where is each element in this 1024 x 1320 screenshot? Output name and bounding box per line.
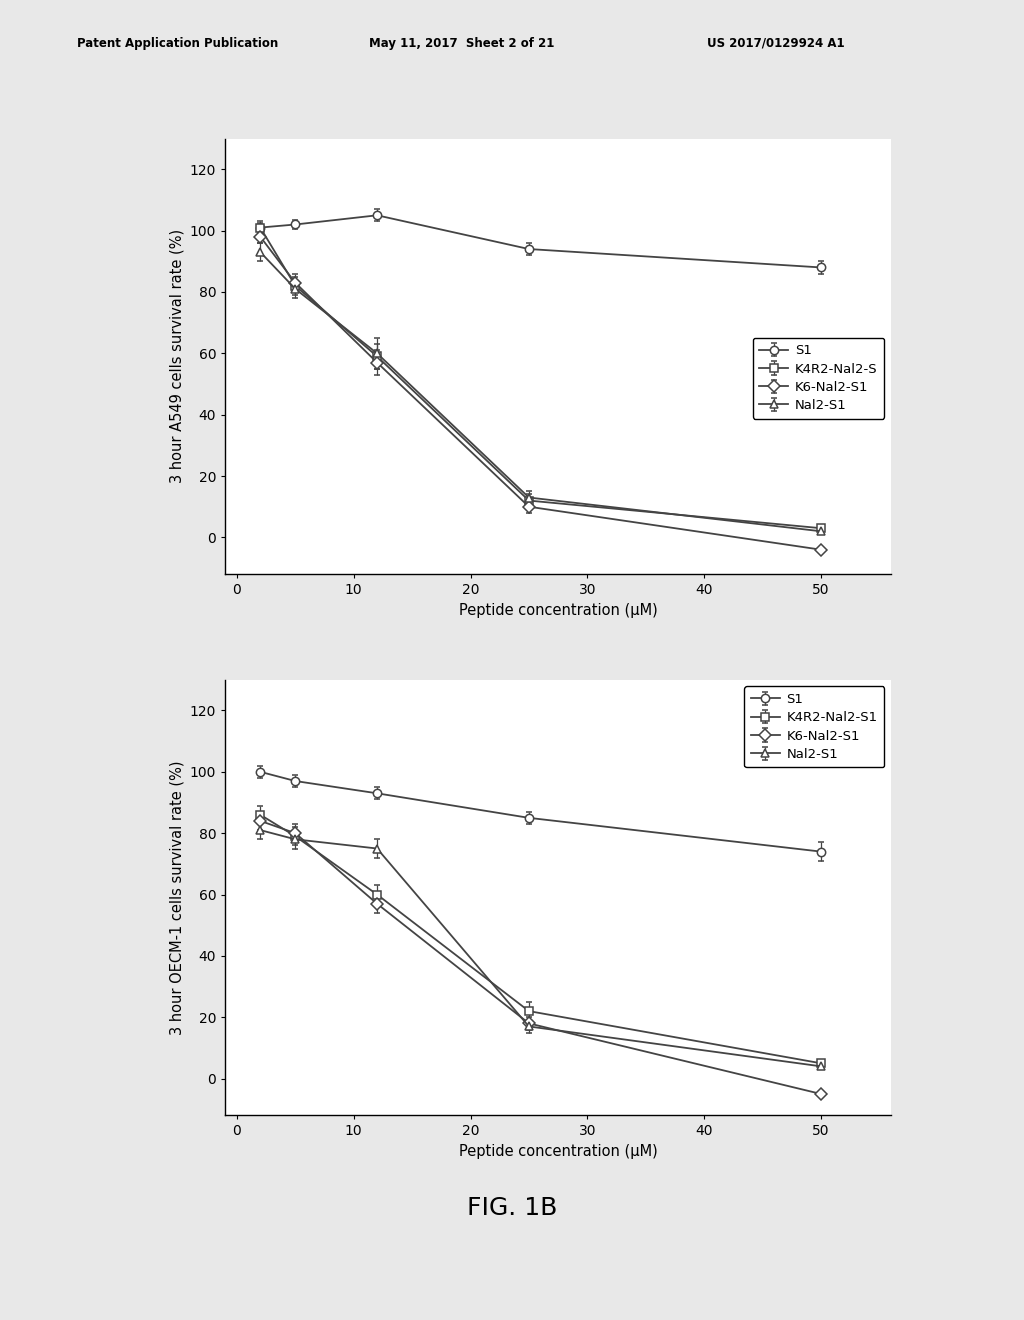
Y-axis label: 3 hour OECM-1 cells survival rate (%): 3 hour OECM-1 cells survival rate (%) (169, 760, 184, 1035)
Text: FIG. 1B: FIG. 1B (467, 1196, 557, 1220)
Text: May 11, 2017  Sheet 2 of 21: May 11, 2017 Sheet 2 of 21 (369, 37, 554, 50)
Text: US 2017/0129924 A1: US 2017/0129924 A1 (707, 37, 844, 50)
Text: Patent Application Publication: Patent Application Publication (77, 37, 279, 50)
Legend: S1, K4R2-Nal2-S1, K6-Nal2-S1, Nal2-S1: S1, K4R2-Nal2-S1, K6-Nal2-S1, Nal2-S1 (744, 686, 885, 767)
X-axis label: Peptide concentration (μM): Peptide concentration (μM) (459, 603, 657, 618)
Y-axis label: 3 hour A549 cells survival rate (%): 3 hour A549 cells survival rate (%) (169, 230, 184, 483)
Legend: S1, K4R2-Nal2-S, K6-Nal2-S1, Nal2-S1: S1, K4R2-Nal2-S, K6-Nal2-S1, Nal2-S1 (753, 338, 885, 418)
X-axis label: Peptide concentration (μM): Peptide concentration (μM) (459, 1144, 657, 1159)
